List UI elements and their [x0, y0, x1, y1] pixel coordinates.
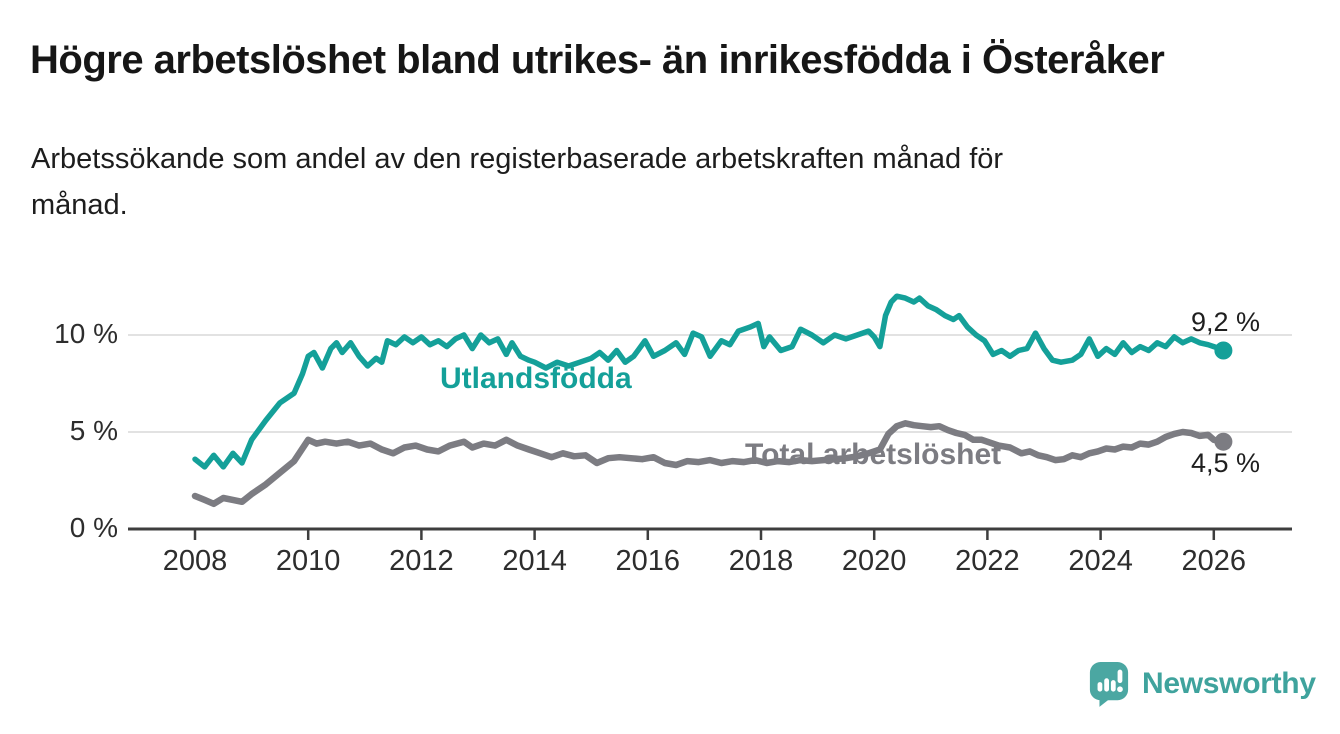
series-end-dot-total-arbetsloshet	[1214, 432, 1233, 451]
x-tick-label: 2022	[955, 545, 1020, 577]
chart-title: Högre arbetslöshet bland utrikes- än inr…	[30, 38, 1165, 82]
x-tick-label: 2010	[275, 545, 341, 577]
series-end-dot-utlandsfodda	[1214, 341, 1233, 360]
series-label-total-arbetsloshet: Total arbetslöshet	[745, 438, 1002, 471]
x-axis-ticks	[193, 529, 1216, 540]
gridlines	[128, 334, 1292, 531]
newsworthy-wordmark: Newsworthy	[1142, 667, 1316, 700]
chart-subtitle-line-1: Arbetssökande som andel av den registerb…	[31, 143, 1004, 175]
x-tick-label: 2018	[728, 545, 794, 577]
y-tick-label: 0 %	[69, 512, 118, 543]
x-tick-label: 2012	[389, 545, 454, 577]
end-value-label-total-arbetsloshet: 4,5 %	[1190, 448, 1260, 478]
series-line-utlandsfodda	[192, 293, 1227, 470]
series-line-total-arbetsloshet	[191, 420, 1227, 508]
end-value-label-utlandsfodda: 9,2 %	[1190, 307, 1260, 337]
exclamation-dot-icon	[1117, 686, 1123, 693]
y-tick-label: 10 %	[54, 318, 118, 349]
chart-subtitle: Arbetssökande som andel av den registerb…	[31, 136, 1003, 228]
bar-icon-tall	[1104, 678, 1109, 692]
x-tick-label: 2024	[1068, 545, 1133, 577]
bar-icon-small	[1097, 682, 1103, 692]
x-tick-label: 2016	[615, 545, 681, 577]
speech-bubble-tail	[1099, 694, 1113, 707]
chart-subtitle-line-2: månad.	[31, 189, 128, 221]
exclamation-stem-icon	[1117, 669, 1123, 684]
x-tick-label: 2008	[162, 545, 228, 577]
bar-icon-medium	[1110, 680, 1116, 692]
x-tick-label: 2026	[1181, 545, 1247, 577]
x-tick-label: 2014	[502, 545, 567, 577]
series-label-utlandsfodda: Utlandsfödda	[440, 362, 632, 395]
y-tick-label: 5 %	[69, 415, 118, 446]
newsworthy-logo: Newsworthy	[1088, 660, 1316, 708]
x-tick-label: 2020	[841, 545, 907, 577]
newsworthy-logo-icon	[1089, 662, 1129, 707]
